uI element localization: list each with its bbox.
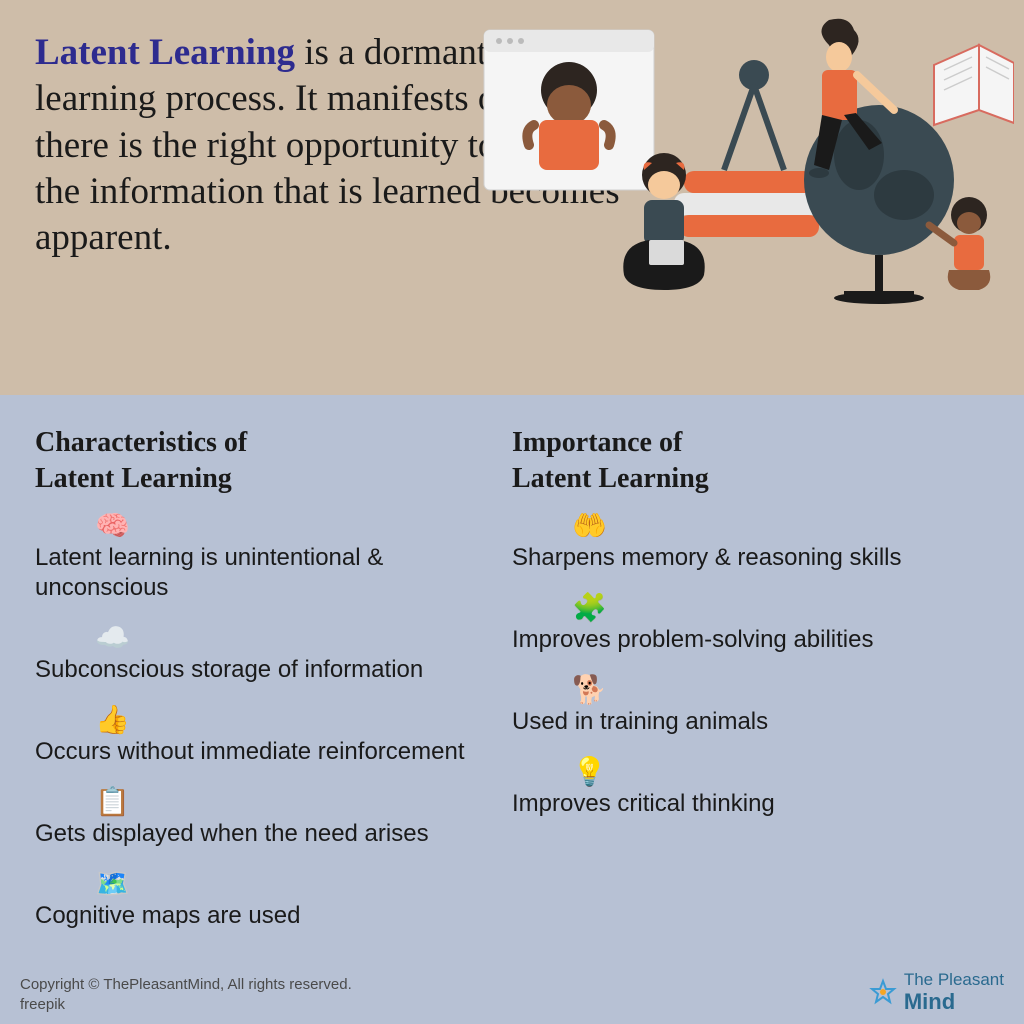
importance-item-text: Sharpens memory & reasoning skills (512, 543, 989, 573)
characteristic-item-text: Subconscious storage of information (35, 655, 512, 685)
importance-item-text: Improves problem-solving abilities (512, 625, 989, 655)
importance-item: 🧩Improves problem-solving abilities (512, 595, 989, 655)
characteristic-item-icon: ☁️ (35, 625, 512, 653)
logo-icon (868, 978, 898, 1008)
characteristic-item: 🧠Latent learning is unintentional & unco… (35, 513, 512, 603)
brand-logo: The Pleasant Mind (868, 971, 1004, 1014)
footer: Copyright © ThePleasantMind, All rights … (20, 971, 1004, 1014)
importance-title: Importance of Latent Learning (512, 425, 989, 498)
highlight-term: Latent Learning (35, 32, 295, 73)
importance-item: 💡Improves critical thinking (512, 759, 989, 819)
importance-item-text: Used in training animals (512, 707, 989, 737)
characteristic-item: 🗺️Cognitive maps are used (35, 871, 512, 931)
characteristic-item-icon: 📋 (35, 789, 512, 817)
importance-item: 🤲Sharpens memory & reasoning skills (512, 513, 989, 573)
importance-item: 🐕Used in training animals (512, 677, 989, 737)
characteristic-item: ☁️Subconscious storage of information (35, 625, 512, 685)
characteristic-item: 📋Gets displayed when the need arises (35, 789, 512, 849)
characteristics-title: Characteristics of Latent Learning (35, 425, 512, 498)
logo-text: The Pleasant Mind (904, 971, 1004, 1014)
characteristic-item-text: Occurs without immediate reinforcement (35, 737, 512, 767)
importance-item-icon: 💡 (512, 759, 989, 787)
characteristic-item-text: Latent learning is unintentional & uncon… (35, 543, 512, 603)
characteristic-item-text: Gets displayed when the need arises (35, 819, 512, 849)
characteristic-item-icon: 🗺️ (35, 871, 512, 899)
characteristic-item-icon: 👍 (35, 707, 512, 735)
importance-item-icon: 🤲 (512, 513, 989, 541)
content-section: Characteristics of Latent Learning 🧠Late… (0, 395, 1024, 980)
copyright-text: Copyright © ThePleasantMind, All rights … (20, 975, 352, 1014)
importance-item-icon: 🧩 (512, 595, 989, 623)
characteristic-item-icon: 🧠 (35, 513, 512, 541)
characteristic-item-text: Cognitive maps are used (35, 901, 512, 931)
learning-illustration (474, 15, 1014, 325)
importance-item-text: Improves critical thinking (512, 789, 989, 819)
characteristics-column: Characteristics of Latent Learning 🧠Late… (35, 425, 512, 970)
characteristic-item: 👍Occurs without immediate reinforcement (35, 707, 512, 767)
importance-item-icon: 🐕 (512, 677, 989, 705)
header-section: Latent Learning is a dormant or hidden l… (0, 0, 1024, 395)
importance-column: Importance of Latent Learning 🤲Sharpens … (512, 425, 989, 970)
